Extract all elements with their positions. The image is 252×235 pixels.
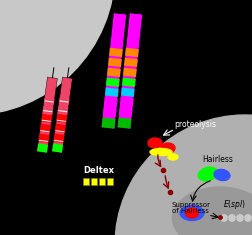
Ellipse shape	[160, 143, 174, 153]
Text: Suppressor: Suppressor	[171, 202, 210, 208]
FancyBboxPatch shape	[107, 178, 113, 185]
Polygon shape	[57, 106, 68, 115]
Ellipse shape	[243, 215, 250, 222]
FancyBboxPatch shape	[99, 178, 105, 185]
Polygon shape	[44, 98, 54, 105]
Polygon shape	[52, 77, 72, 153]
Circle shape	[115, 115, 252, 235]
Text: Deltex: Deltex	[83, 166, 114, 175]
Ellipse shape	[179, 205, 203, 220]
Polygon shape	[107, 68, 120, 77]
Polygon shape	[58, 98, 69, 105]
Ellipse shape	[147, 138, 161, 148]
Polygon shape	[122, 68, 136, 77]
Polygon shape	[105, 88, 118, 97]
FancyBboxPatch shape	[83, 178, 89, 185]
Polygon shape	[101, 13, 126, 129]
Ellipse shape	[197, 167, 217, 181]
Ellipse shape	[167, 154, 177, 160]
Polygon shape	[117, 117, 131, 129]
Polygon shape	[40, 124, 51, 133]
Circle shape	[0, 0, 115, 115]
Polygon shape	[124, 48, 138, 57]
Polygon shape	[121, 78, 135, 87]
Polygon shape	[101, 117, 115, 129]
Polygon shape	[117, 13, 142, 129]
Polygon shape	[42, 106, 53, 115]
Polygon shape	[103, 98, 117, 107]
Polygon shape	[53, 133, 64, 143]
Text: of Hairless: of Hairless	[171, 208, 208, 214]
Polygon shape	[56, 114, 67, 123]
Polygon shape	[55, 124, 66, 133]
Polygon shape	[37, 143, 48, 153]
Polygon shape	[109, 48, 122, 57]
Polygon shape	[108, 58, 121, 67]
Ellipse shape	[220, 215, 227, 222]
Text: Hairless: Hairless	[201, 155, 232, 164]
Polygon shape	[123, 58, 137, 67]
Ellipse shape	[236, 215, 242, 222]
Ellipse shape	[172, 187, 252, 235]
FancyBboxPatch shape	[91, 178, 97, 185]
Ellipse shape	[213, 169, 229, 180]
Ellipse shape	[228, 215, 235, 222]
Polygon shape	[106, 78, 119, 87]
Polygon shape	[102, 107, 116, 117]
Ellipse shape	[185, 208, 198, 218]
Polygon shape	[52, 143, 63, 153]
Text: $E(spl)$: $E(spl)$	[222, 198, 245, 211]
Polygon shape	[120, 88, 134, 97]
Polygon shape	[119, 98, 133, 107]
Text: proteolysis: proteolysis	[173, 120, 215, 129]
Polygon shape	[37, 77, 57, 153]
Polygon shape	[41, 114, 52, 123]
Ellipse shape	[149, 149, 171, 156]
Polygon shape	[38, 133, 49, 143]
Polygon shape	[118, 107, 132, 117]
